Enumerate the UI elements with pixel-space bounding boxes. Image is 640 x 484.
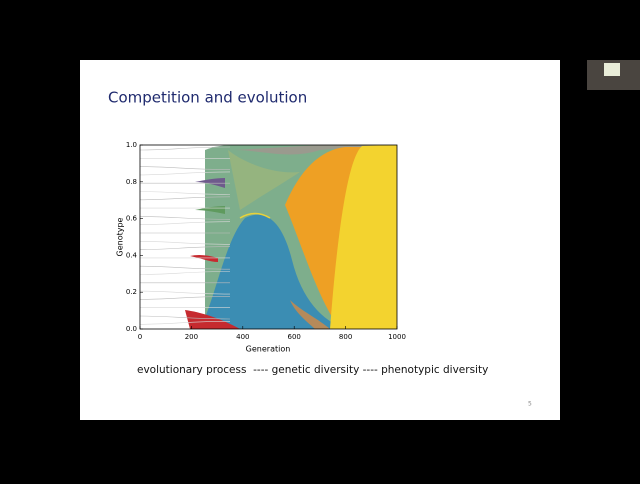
plot-frame [139, 144, 398, 330]
y-tick-label: 0.2 [126, 288, 137, 296]
red-clone [185, 310, 240, 329]
lineage-line [140, 191, 231, 195]
lineage-line [140, 296, 231, 300]
page-number: 5 [528, 401, 532, 408]
brown-clone [290, 300, 330, 329]
lineage-line [140, 271, 231, 275]
slide-title: Competition and evolution [108, 89, 307, 107]
y-tick-label: 0.6 [126, 215, 138, 223]
x-tick-label: 0 [138, 333, 142, 341]
lineage-line [140, 290, 231, 295]
lineage-line [140, 241, 231, 245]
axes: 0 200 400 600 800 1000 0.0 0.2 0.4 0.6 0.8 1.0 [126, 141, 406, 341]
lineage-line [140, 171, 231, 176]
x-tick-label: 800 [339, 333, 352, 341]
red-clone-2 [190, 254, 218, 262]
lineage-line [140, 315, 231, 320]
lineage-line [140, 216, 231, 220]
yellow-thread [239, 212, 271, 219]
slide-caption: evolutionary process ---- genetic divers… [137, 364, 488, 376]
y-axis-label: Genotype [116, 217, 125, 256]
y-tick-label: 1.0 [126, 141, 137, 149]
y-tick-label: 0.8 [126, 178, 137, 186]
lineage-line [140, 166, 231, 170]
x-tick-label: 600 [288, 333, 301, 341]
lineage-line [140, 321, 231, 325]
lineage-line [140, 196, 231, 201]
y-tick-label: 0.4 [126, 251, 138, 259]
x-tick-label: 200 [185, 333, 198, 341]
lineage-line [140, 146, 231, 151]
x-axis-label: Generation [246, 345, 291, 354]
blue-clone [200, 214, 345, 329]
webcam-screen [604, 63, 620, 76]
lineage-lines [140, 146, 231, 325]
muller-plot [140, 145, 397, 329]
x-tick-label: 400 [236, 333, 249, 341]
yellow-clone [330, 145, 397, 329]
y-tick-label: 0.0 [126, 325, 137, 333]
lineage-line [140, 221, 231, 225]
lineage-line [140, 246, 231, 250]
x-tick-label: 1000 [388, 333, 406, 341]
olive-clone [228, 150, 300, 210]
lineage-line [140, 265, 231, 270]
